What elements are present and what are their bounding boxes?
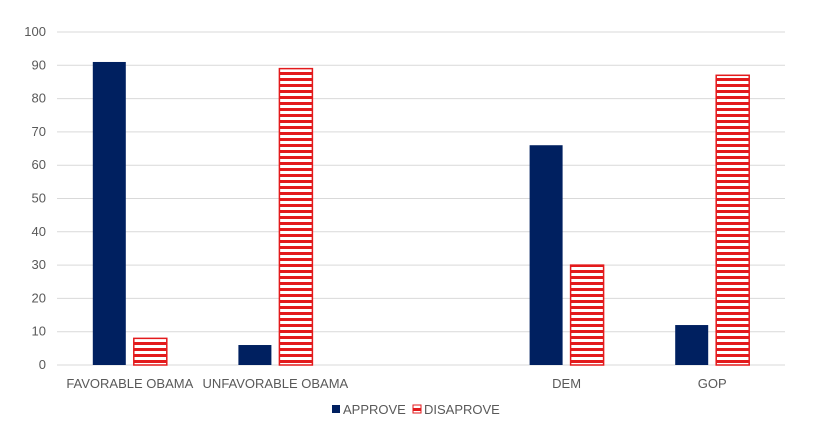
- y-axis-ticks: 0 10 20 30 40 50 60 70 80 90 100: [24, 24, 46, 372]
- legend-label-approve: APPROVE: [343, 402, 406, 417]
- y-tick-label: 100: [24, 24, 46, 39]
- y-tick-label: 70: [32, 124, 46, 139]
- bar-approve: [238, 345, 272, 365]
- x-category-label: FAVORABLE OBAMA: [66, 376, 193, 391]
- y-tick-label: 20: [32, 290, 46, 305]
- bar-disaprove: [133, 337, 168, 366]
- bar-approve: [92, 61, 126, 365]
- y-tick-label: 60: [32, 157, 46, 172]
- bar-approve: [529, 145, 563, 365]
- x-category-label: GOP: [698, 376, 727, 391]
- legend-swatch-approve: [332, 405, 340, 413]
- legend-swatch-disaprove: [412, 404, 422, 414]
- bars: [92, 61, 750, 366]
- legend-label-disaprove: DISAPROVE: [424, 402, 500, 417]
- y-tick-label: 0: [39, 357, 46, 372]
- gridlines: [57, 31, 785, 366]
- legend: APPROVE DISAPROVE: [332, 402, 500, 417]
- y-tick-label: 80: [32, 91, 46, 106]
- bar-disaprove: [278, 67, 314, 366]
- bar-disaprove: [715, 74, 750, 366]
- bar-approve: [675, 325, 709, 365]
- y-tick-label: 10: [32, 324, 46, 339]
- x-category-label: DEM: [552, 376, 581, 391]
- y-tick-label: 90: [32, 57, 46, 72]
- x-category-label: UNFAVORABLE OBAMA: [203, 376, 349, 391]
- x-axis-labels: FAVORABLE OBAMA UNFAVORABLE OBAMA DEM GOP: [66, 376, 726, 391]
- y-tick-label: 30: [32, 257, 46, 272]
- bar-disaprove: [569, 264, 605, 366]
- y-tick-label: 40: [32, 224, 46, 239]
- y-tick-label: 50: [32, 191, 46, 206]
